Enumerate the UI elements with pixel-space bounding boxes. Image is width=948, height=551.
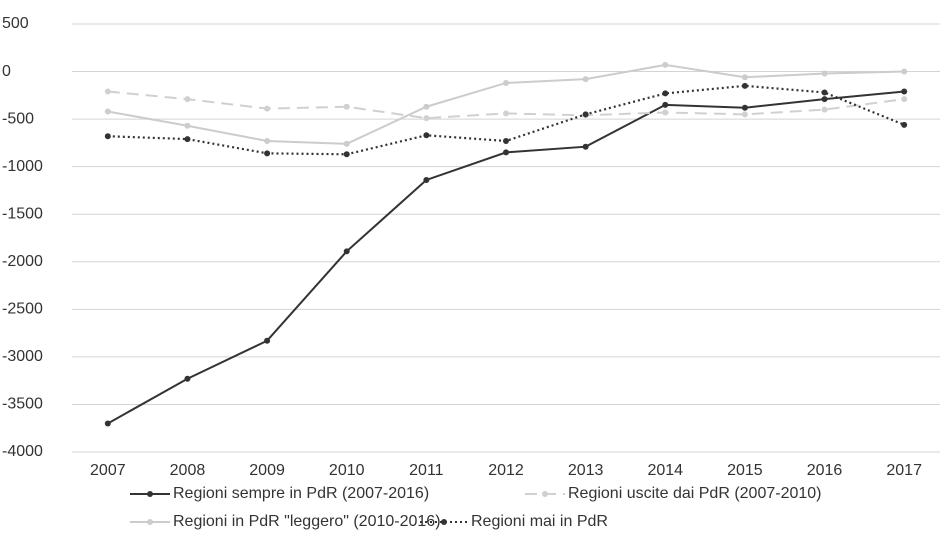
legend-label: Regioni in PdR "leggero" (2010-2016) [173, 513, 441, 530]
x-tick-label: 2014 [647, 462, 683, 479]
x-tick-label: 2008 [170, 462, 206, 479]
point [343, 140, 350, 147]
x-tick-label: 2017 [886, 462, 922, 479]
x-tick-label: 2007 [90, 462, 126, 479]
point [741, 104, 748, 111]
x-tick-label: 2010 [329, 462, 365, 479]
point [901, 68, 908, 75]
point [184, 375, 191, 382]
y-tick-label: -2500 [2, 301, 43, 318]
legend-label: Regioni mai in PdR [471, 513, 608, 530]
x-tick-label: 2012 [488, 462, 524, 479]
y-tick-label: -3500 [2, 396, 43, 413]
point [582, 76, 589, 83]
point [901, 88, 908, 95]
point [503, 79, 509, 86]
point [104, 133, 111, 140]
point [741, 111, 748, 118]
point [662, 101, 669, 108]
point [821, 70, 828, 77]
point [423, 103, 430, 110]
x-tick-label: 2011 [409, 462, 444, 479]
point [741, 82, 748, 89]
point [423, 132, 430, 139]
legend-marker [147, 491, 153, 497]
point [503, 149, 509, 156]
point [582, 111, 589, 118]
point [901, 96, 908, 103]
point [821, 106, 828, 113]
y-tick-label: -3000 [2, 348, 43, 365]
point [662, 90, 669, 97]
x-tick-label: 2015 [727, 462, 763, 479]
legend-label: Regioni sempre in PdR (2007-2016) [173, 485, 429, 502]
point [184, 96, 191, 103]
point [264, 150, 271, 157]
point [104, 88, 111, 95]
point [264, 105, 271, 112]
y-tick-label: 0 [2, 63, 11, 80]
legend-marker [542, 491, 548, 497]
point [821, 96, 828, 103]
point [582, 143, 589, 150]
x-tick-label: 2016 [807, 462, 843, 479]
point [662, 61, 669, 68]
point [821, 89, 828, 96]
point [104, 420, 111, 427]
y-tick-label: -500 [2, 110, 34, 127]
y-tick-label: -2000 [2, 253, 43, 270]
point [423, 115, 430, 122]
legend-label: Regioni uscite dai PdR (2007-2010) [568, 485, 821, 502]
legend-marker [147, 519, 153, 525]
point [343, 151, 350, 158]
point [184, 122, 191, 129]
y-tick-label: -1500 [2, 205, 43, 222]
y-tick-label: 500 [2, 15, 29, 32]
y-tick-label: -1000 [2, 158, 43, 175]
point [104, 108, 111, 115]
point [264, 337, 271, 344]
point [901, 121, 908, 128]
point [503, 110, 509, 117]
point [503, 137, 509, 144]
point [184, 136, 191, 143]
legend-marker [441, 519, 447, 525]
point [264, 137, 271, 144]
y-tick-label: -4000 [2, 443, 43, 460]
point [662, 109, 669, 116]
point [423, 176, 430, 183]
point [343, 103, 350, 110]
series-line [107, 84, 905, 156]
x-tick-label: 2009 [249, 462, 285, 479]
point [741, 74, 748, 81]
point [343, 248, 350, 255]
x-tick-label: 2013 [568, 462, 604, 479]
